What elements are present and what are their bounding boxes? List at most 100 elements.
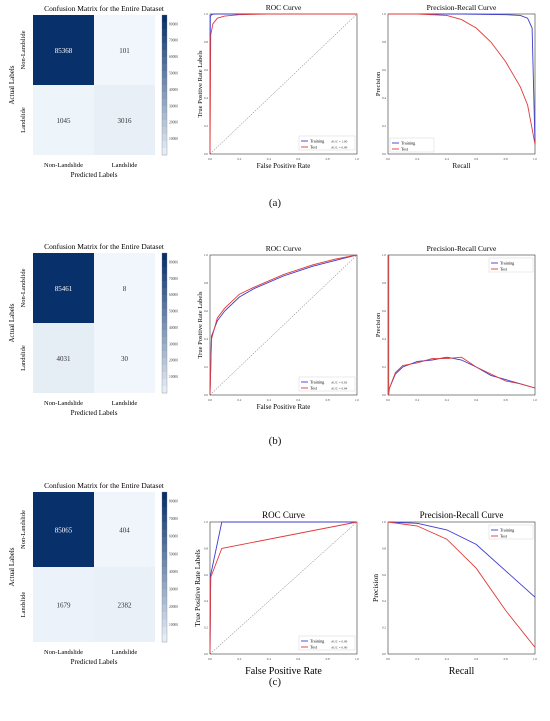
colorbar-segment bbox=[162, 92, 167, 100]
colorbar-tick: 70000 bbox=[169, 517, 178, 521]
panel-label-a: (a) bbox=[268, 197, 282, 209]
legend-box bbox=[298, 135, 356, 151]
colorbar-segment bbox=[162, 514, 167, 523]
pr-x-tick: 0.0 bbox=[386, 157, 390, 161]
colorbar-segment bbox=[162, 507, 167, 515]
legend-entry: Test bbox=[310, 645, 318, 650]
roc-y-tick: 1.0 bbox=[204, 253, 208, 257]
legend-entry: Training bbox=[500, 528, 515, 533]
cm-cell bbox=[33, 567, 94, 642]
legend-entry: Test bbox=[310, 145, 318, 150]
legend-box bbox=[488, 524, 534, 540]
legend-entry: Test bbox=[310, 386, 318, 391]
legend-box bbox=[488, 257, 534, 273]
roc-title: ROC Curve bbox=[262, 510, 305, 520]
colorbar-tick: 30000 bbox=[169, 104, 178, 108]
cm-cell bbox=[94, 253, 155, 323]
colorbar-tick: 20000 bbox=[169, 359, 178, 363]
roc-series-test bbox=[209, 521, 358, 655]
roc-x-tick: 0.0 bbox=[208, 157, 212, 161]
colorbar-segment bbox=[162, 330, 167, 338]
roc-series-test bbox=[209, 254, 358, 396]
pr-x-tick: 1.0 bbox=[533, 657, 537, 661]
pr-x-tick: 0.4 bbox=[445, 657, 449, 661]
legend-auc: AUC = 0.99 bbox=[331, 640, 348, 644]
colorbar-segment bbox=[162, 260, 167, 268]
colorbar-segment bbox=[162, 15, 167, 23]
colorbar-segment bbox=[162, 344, 167, 352]
colorbar-segment bbox=[162, 529, 167, 538]
colorbar-segment bbox=[162, 43, 167, 51]
pr-xlabel: Recall bbox=[449, 666, 475, 677]
pr-y-tick: 0.6 bbox=[382, 573, 386, 577]
pr-y-tick: 0.2 bbox=[382, 626, 386, 630]
roc-x-tick: 0.8 bbox=[326, 157, 330, 161]
cm-xlabel: Predicted Labels bbox=[71, 171, 118, 179]
pr-series-test bbox=[388, 13, 536, 145]
roc-y-tick: 1.0 bbox=[204, 12, 208, 16]
colorbar-tick: 70000 bbox=[169, 277, 178, 281]
colorbar-segment bbox=[162, 559, 167, 568]
pr-y-tick: 0.4 bbox=[382, 96, 386, 100]
roc-x-tick: 0.4 bbox=[267, 398, 271, 402]
colorbar-segment bbox=[162, 281, 167, 289]
cm-row-label: Landslide bbox=[20, 592, 27, 618]
colorbar-tick: 50000 bbox=[169, 310, 178, 314]
pr-y-tick: 0.0 bbox=[382, 393, 386, 397]
colorbar-segment bbox=[162, 372, 167, 380]
pr-axes-frame bbox=[387, 13, 536, 155]
cm-cell bbox=[33, 492, 94, 567]
cm-cell bbox=[94, 323, 155, 393]
pr-x-tick: 0.6 bbox=[474, 657, 478, 661]
cm-row-label: Landslide bbox=[20, 345, 27, 371]
pr-xlabel: Recall bbox=[453, 162, 471, 170]
roc-plot-0: ROC Curve 0.00.0 0.2 0.2 0.4 0.4 0.6 0.6 0.8 0.8 1… bbox=[197, 3, 359, 170]
pr-x-tick: 0.2 bbox=[415, 657, 419, 661]
colorbar-segment bbox=[162, 619, 167, 628]
roc-plot-2: ROC Curve 0.00.0 0.2 0.2 0.4 0.4 0.6 0.6 0.8 0.8 1… bbox=[193, 510, 359, 677]
cm-title: Confusion Matrix for the Entire Dataset bbox=[44, 242, 165, 251]
legend-auc: AUC = 0.83 bbox=[331, 381, 348, 385]
legend-entry: Test bbox=[500, 267, 508, 272]
pr-y-tick: 1.0 bbox=[382, 253, 386, 257]
pr-series-training bbox=[389, 356, 536, 389]
roc-x-tick: 1.0 bbox=[355, 657, 359, 661]
roc-y-tick: 0.2 bbox=[204, 626, 208, 630]
colorbar-segment bbox=[162, 85, 167, 93]
colorbar-tick: 60000 bbox=[169, 293, 178, 297]
cm-cell-value: 101 bbox=[119, 47, 130, 55]
pr-plot-1: Precision-Recall Curve 0.00.0 0.2 0.2 0.4 0.4… bbox=[375, 244, 537, 402]
cm-cell-value: 8 bbox=[123, 285, 127, 293]
pr-x-tick: 0.0 bbox=[386, 398, 390, 402]
colorbar-segment bbox=[162, 544, 167, 553]
colorbar-tick: 10000 bbox=[169, 375, 178, 379]
colorbar-segment bbox=[162, 120, 167, 128]
pr-axes-frame bbox=[387, 521, 536, 655]
roc-y-tick: 0.6 bbox=[204, 309, 208, 313]
confusion-matrix-1: Confusion Matrix for the Entire Dataset 8… bbox=[8, 242, 178, 417]
roc-y-tick: 0.6 bbox=[204, 68, 208, 72]
cm-row-label: Non-Landslide bbox=[20, 268, 27, 307]
pr-x-tick: 0.2 bbox=[415, 157, 419, 161]
cm-cell-value: 3016 bbox=[118, 117, 133, 125]
pr-series-training bbox=[387, 521, 536, 598]
cm-cell bbox=[94, 567, 155, 642]
pr-y-tick: 0.2 bbox=[382, 365, 386, 369]
legend-auc: AUC = 0.84 bbox=[331, 387, 348, 391]
cm-cell-value: 1045 bbox=[57, 117, 72, 125]
roc-y-tick: 0.4 bbox=[204, 337, 208, 341]
cm-row-label: Non-Landslide bbox=[20, 30, 27, 69]
legend-entry: Training bbox=[310, 380, 325, 385]
colorbar-segment bbox=[162, 274, 167, 282]
colorbar-segment bbox=[162, 253, 167, 261]
roc-y-tick: 0.4 bbox=[204, 599, 208, 603]
colorbar-segment bbox=[162, 295, 167, 303]
colorbar-tick: 60000 bbox=[169, 55, 178, 59]
pr-y-tick: 0.6 bbox=[382, 68, 386, 72]
legend-entry: Training bbox=[310, 139, 325, 144]
cm-cell bbox=[33, 323, 94, 393]
confusion-matrix-2: Confusion Matrix for the Entire Dataset 8… bbox=[8, 481, 178, 666]
colorbar-segment bbox=[162, 537, 167, 545]
colorbar-segment bbox=[162, 64, 167, 72]
